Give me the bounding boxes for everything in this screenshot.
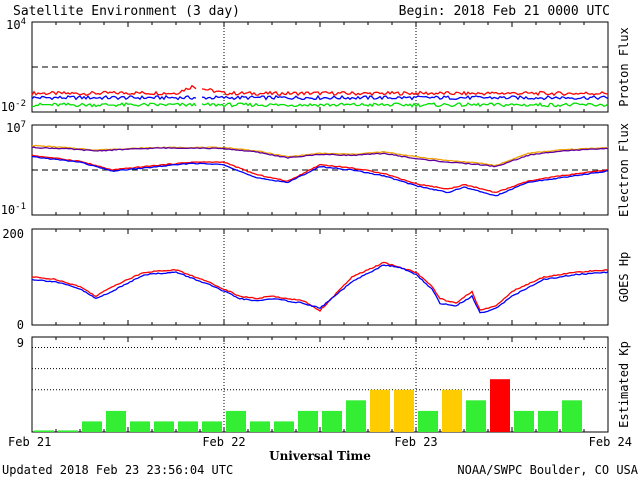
- kp-bar: [274, 421, 294, 432]
- panel-goes_hp: 0 200 GOES Hp: [2, 227, 631, 332]
- series-line-orange: [31, 144, 609, 167]
- kp-bar: [130, 421, 150, 432]
- series-line-blue: [31, 94, 197, 101]
- series-line-red: [31, 154, 609, 194]
- panel-label-electron: Electron Flux: [617, 123, 631, 217]
- begin-time: Begin: 2018 Feb 21 0000 UTC: [399, 4, 610, 19]
- y-tick-label: 0: [17, 318, 24, 332]
- y-tick-base: 10: [6, 121, 20, 135]
- panel-label-kp: Estimated Kp: [617, 341, 631, 428]
- kp-bar: [490, 379, 510, 432]
- panel-label-proton: Proton Flux: [617, 27, 631, 106]
- y-tick-exponent: 4: [21, 17, 26, 27]
- credit-text: NOAA/SWPC Boulder, CO USA: [457, 463, 638, 477]
- updated-timestamp: Updated 2018 Feb 23 23:56:04 UTC: [2, 463, 233, 477]
- kp-bar: [322, 410, 342, 432]
- series-line-blue: [201, 94, 609, 101]
- series-line-green: [201, 102, 609, 108]
- x-tick-label: Feb 21: [8, 435, 51, 449]
- panel-kp: 9 Estimated Kp: [17, 336, 631, 433]
- kp-bar: [250, 421, 270, 432]
- kp-bar: [394, 389, 414, 432]
- x-axis-title: Universal Time: [269, 449, 371, 463]
- kp-bar: [538, 410, 558, 432]
- kp-bar: [298, 410, 318, 432]
- y-tick-exponent: 7: [21, 120, 26, 130]
- y-tick-label: 9: [17, 336, 24, 350]
- y-tick-label: 104: [6, 17, 26, 32]
- kp-bar: [466, 400, 486, 432]
- kp-bar: [370, 389, 390, 432]
- kp-bar: [562, 400, 582, 432]
- chart-title: Satellite Environment (3 day): [13, 4, 240, 19]
- kp-bar: [226, 410, 246, 432]
- y-tick-label: 200: [2, 227, 24, 241]
- y-tick-label: 107: [6, 120, 26, 135]
- series-line-red: [31, 84, 197, 97]
- kp-bar: [178, 421, 198, 432]
- kp-bar: [34, 430, 54, 432]
- kp-bar: [514, 410, 534, 432]
- kp-bar: [202, 421, 222, 432]
- kp-bar: [58, 430, 78, 432]
- kp-bar: [346, 400, 366, 432]
- series-line-green: [31, 102, 197, 108]
- y-tick-base: 10: [1, 203, 15, 217]
- series-line-red: [31, 261, 609, 313]
- kp-bar: [82, 421, 102, 432]
- y-tick-label: 10-1: [1, 202, 26, 217]
- kp-bar: [442, 389, 462, 432]
- panel-label-goes_hp: GOES Hp: [617, 252, 631, 303]
- x-tick-label: Feb 24: [589, 435, 632, 449]
- series-line-blue: [31, 155, 609, 197]
- x-axis: Feb 21 Feb 22 Feb 23 Feb 24: [8, 435, 632, 449]
- y-tick-exponent: -2: [15, 99, 26, 109]
- x-tick-label: Feb 23: [394, 435, 437, 449]
- series-line-purple: [31, 146, 609, 168]
- y-tick-base: 10: [6, 18, 20, 32]
- y-tick-label: 10-2: [1, 99, 26, 114]
- series-line-blue: [31, 264, 609, 314]
- series-line-red: [201, 87, 609, 97]
- kp-bar: [418, 410, 438, 432]
- y-tick-exponent: -1: [15, 202, 26, 212]
- kp-bar: [154, 421, 174, 432]
- y-tick-base: 10: [1, 100, 15, 114]
- kp-bar: [106, 410, 126, 432]
- x-tick-label: Feb 22: [202, 435, 245, 449]
